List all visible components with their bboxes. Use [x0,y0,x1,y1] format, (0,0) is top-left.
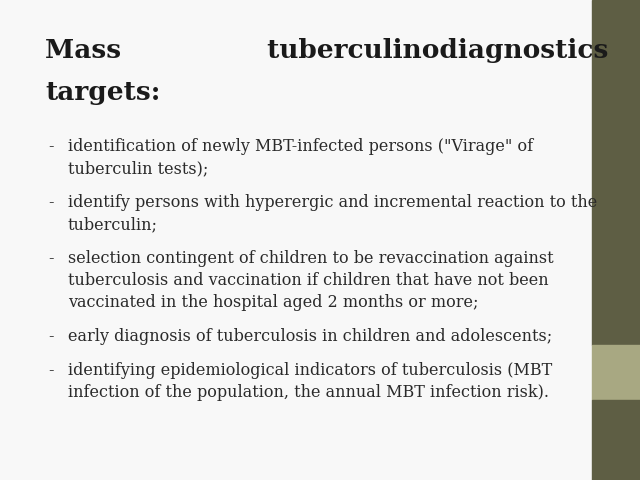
Text: -: - [48,250,54,267]
Text: -: - [48,138,54,155]
Text: targets:: targets: [45,80,161,105]
Text: -: - [48,194,54,211]
Bar [592,400,640,480]
Text: -: - [48,362,54,379]
Text: vaccinated in the hospital aged 2 months or more;: vaccinated in the hospital aged 2 months… [68,294,479,311]
Text: infection of the population, the annual MBT infection risk).: infection of the population, the annual … [68,384,549,401]
Bar [592,345,640,400]
Text: tuberculin;: tuberculin; [68,216,158,233]
Text: identification of newly MBT-infected persons ("Virage" of: identification of newly MBT-infected per… [68,138,533,155]
Text: early diagnosis of tuberculosis in children and adolescents;: early diagnosis of tuberculosis in child… [68,328,552,345]
Text: tuberculin tests);: tuberculin tests); [68,160,209,177]
Text: identify persons with hyperergic and incremental reaction to the: identify persons with hyperergic and inc… [68,194,597,211]
Text: identifying epidemiological indicators of tuberculosis (MBT: identifying epidemiological indicators o… [68,362,552,379]
Text: selection contingent of children to be revaccination against: selection contingent of children to be r… [68,250,554,267]
Text: tuberculosis and vaccination if children that have not been: tuberculosis and vaccination if children… [68,272,548,289]
Text: -: - [48,328,54,345]
Text: Mass                tuberculinodiagnostics: Mass tuberculinodiagnostics [45,38,609,63]
Bar [592,0,640,345]
